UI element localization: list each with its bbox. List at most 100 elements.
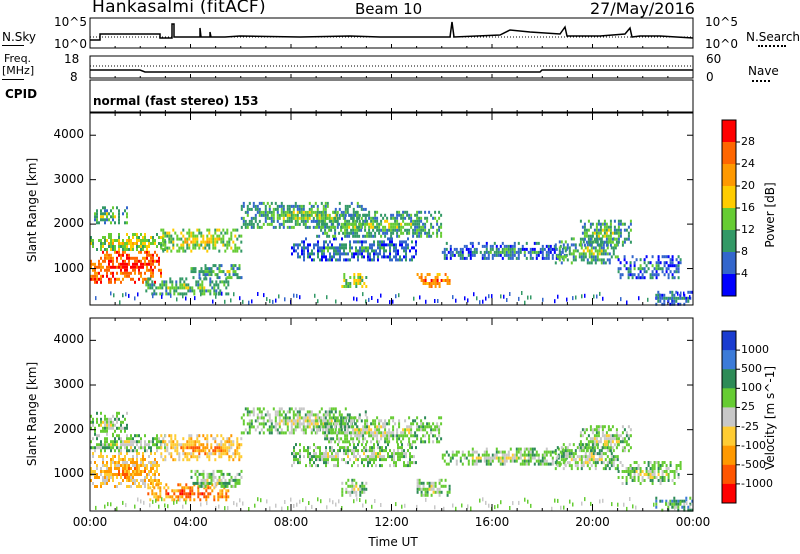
echo-cell <box>349 285 352 288</box>
echo-cell <box>523 447 526 451</box>
echo-cell <box>611 446 614 450</box>
echo-cell <box>663 296 666 300</box>
echo-cell <box>392 225 395 229</box>
echo-cell <box>371 455 373 459</box>
echo-cell <box>181 489 184 493</box>
echo-cell <box>134 470 136 473</box>
echo-cell <box>156 449 158 453</box>
echo-cell <box>396 216 399 220</box>
echo-cell <box>389 464 391 468</box>
echo-cell <box>430 428 433 432</box>
echo-cell <box>347 258 349 262</box>
echo-cell <box>393 249 395 253</box>
echo-cell <box>260 416 263 420</box>
echo-cell <box>248 507 250 511</box>
echo-cell <box>106 417 108 421</box>
echo-cell <box>576 446 579 450</box>
echo-cell <box>200 292 202 297</box>
echo-cell <box>202 273 205 277</box>
echo-cell <box>517 253 520 257</box>
echo-cell <box>327 246 329 250</box>
echo-cell <box>106 479 108 482</box>
echo-cell <box>607 425 610 429</box>
echo-cell <box>306 419 309 423</box>
echo-cell <box>669 290 672 294</box>
echo-cell <box>319 246 321 250</box>
echo-cell <box>524 300 526 305</box>
echo-cell <box>215 294 217 299</box>
echo-cell <box>402 216 405 220</box>
echo-cell <box>637 473 640 476</box>
echo-cell <box>138 434 140 438</box>
echo-cell <box>183 498 186 502</box>
echo-cell <box>118 470 120 473</box>
echo-cell <box>124 467 126 470</box>
echo-cell <box>387 443 389 447</box>
echo-cell <box>442 484 445 488</box>
echo-cell <box>190 455 193 459</box>
echo-cell <box>118 262 120 266</box>
echo-cell <box>182 249 185 253</box>
echo-cell <box>126 256 128 260</box>
echo-cell <box>160 482 162 485</box>
echo-cell <box>164 434 167 438</box>
echo-cell <box>118 464 120 467</box>
echo-cell <box>313 252 315 256</box>
echo-cell <box>334 234 337 238</box>
echo-cell <box>211 286 214 290</box>
echo-cell <box>310 210 313 214</box>
echo-cell <box>292 207 295 211</box>
echo-cell <box>108 268 110 272</box>
echo-cell <box>361 276 364 279</box>
echo-cell <box>531 247 534 251</box>
echo-cell <box>330 431 333 435</box>
echo-cell <box>440 437 443 441</box>
echo-cell <box>334 431 337 435</box>
echo-cell <box>348 419 351 423</box>
echo-cell <box>198 455 201 459</box>
echo-cell <box>653 467 656 470</box>
echo-cell <box>413 255 415 259</box>
echo-cell <box>96 212 98 216</box>
echo-cell <box>106 212 108 216</box>
echo-cell <box>623 440 626 444</box>
echo-cell <box>338 207 341 211</box>
echo-cell <box>100 209 102 213</box>
echo-cell <box>418 276 421 279</box>
echo-cell <box>608 461 611 465</box>
echo-cell <box>156 233 158 236</box>
echo-cell <box>341 246 343 250</box>
echo-cell <box>110 446 112 450</box>
echo-cell <box>361 490 364 494</box>
echo-cell <box>110 259 112 263</box>
echo-cell <box>393 461 395 465</box>
echo-cell <box>351 449 353 453</box>
echo-cell <box>337 449 339 453</box>
echo-cell <box>171 283 174 287</box>
echo-cell <box>326 413 329 417</box>
echo-cell <box>318 428 321 432</box>
echo-cell <box>126 206 128 210</box>
echo-cell <box>560 446 563 450</box>
echo-cell <box>411 255 413 259</box>
echo-cell <box>372 422 375 426</box>
echo-cell <box>165 492 168 496</box>
echo-cell <box>192 270 195 274</box>
echo-cell <box>112 212 114 216</box>
echo-cell <box>354 222 357 226</box>
echo-cell <box>527 450 530 454</box>
echo-cell <box>681 499 684 503</box>
echo-cell <box>184 237 187 241</box>
echo-cell <box>94 274 96 278</box>
echo-cell <box>581 225 584 229</box>
echo-cell <box>401 455 403 459</box>
echo-cell <box>376 219 379 223</box>
echo-cell <box>455 247 458 251</box>
echo-cell <box>134 504 136 509</box>
echo-cell <box>671 505 674 509</box>
echo-cell <box>132 482 134 485</box>
echo-cell <box>154 461 156 464</box>
echo-cell <box>342 416 345 420</box>
echo-cell <box>438 493 441 497</box>
echo-cell <box>673 293 676 297</box>
